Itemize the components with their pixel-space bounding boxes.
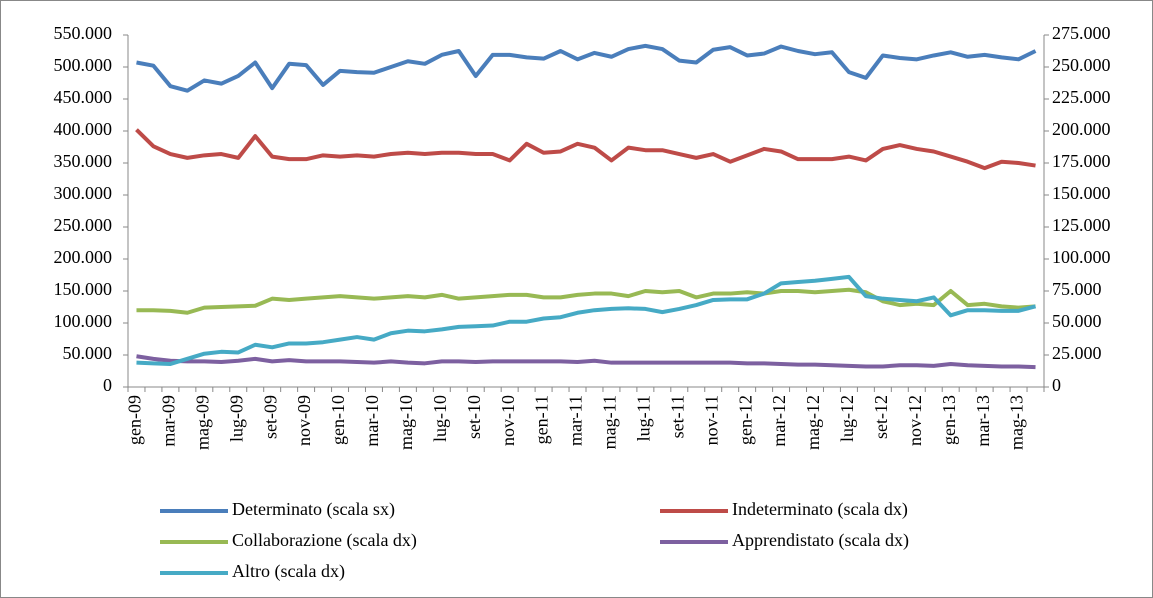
y2-tick-label: 250.000 bbox=[1052, 55, 1111, 75]
x-tick-label: mag-09 bbox=[192, 395, 212, 450]
y2-tick-label: 125.000 bbox=[1052, 215, 1111, 235]
y2-tick-label: 75.000 bbox=[1052, 279, 1102, 299]
y-tick-label: 100.000 bbox=[54, 311, 113, 331]
x-tick-label: lug-09 bbox=[226, 395, 246, 442]
x-tick-label: lug-10 bbox=[430, 395, 450, 442]
x-tick-label: mar-11 bbox=[566, 395, 586, 446]
y-tick-label: 50.000 bbox=[63, 343, 113, 363]
x-tick-label: set-12 bbox=[871, 395, 891, 439]
x-tick-label: gen-11 bbox=[532, 395, 552, 444]
x-tick-label: gen-13 bbox=[939, 395, 959, 445]
x-tick-label: nov-09 bbox=[294, 395, 314, 446]
x-tick-label: set-10 bbox=[464, 395, 484, 439]
legend-label: Determinato (scala sx) bbox=[232, 499, 395, 520]
x-tick-label: nov-11 bbox=[701, 395, 721, 445]
y2-tick-label: 175.000 bbox=[1052, 151, 1111, 171]
y-tick-label: 200.000 bbox=[54, 247, 113, 267]
y-tick-label: 0 bbox=[103, 375, 112, 395]
x-tick-label: mag-10 bbox=[396, 395, 416, 450]
series-line bbox=[136, 354, 1036, 370]
x-tick-label: gen-09 bbox=[125, 395, 145, 445]
y2-tick-label: 200.000 bbox=[1052, 119, 1111, 139]
series-line bbox=[136, 287, 1036, 315]
x-tick-label: mar-13 bbox=[973, 395, 993, 447]
x-tick-label: nov-10 bbox=[498, 395, 518, 446]
x-tick-label: lug-12 bbox=[837, 395, 857, 442]
y-tick-label: 450.000 bbox=[54, 87, 113, 107]
x-tick-label: gen-12 bbox=[735, 395, 755, 445]
x-tick-label: mar-09 bbox=[159, 395, 179, 447]
x-tick-label: gen-10 bbox=[328, 395, 348, 445]
y2-tick-label: 150.000 bbox=[1052, 183, 1111, 203]
y-tick-label: 400.000 bbox=[54, 119, 113, 139]
y2-tick-label: 225.000 bbox=[1052, 87, 1111, 107]
series-line bbox=[135, 128, 1036, 171]
x-tick-label: mar-10 bbox=[362, 395, 382, 447]
y2-tick-label: 100.000 bbox=[1052, 247, 1111, 267]
y2-tick-label: 25.000 bbox=[1052, 343, 1102, 363]
y-tick-label: 550.000 bbox=[54, 23, 113, 43]
x-tick-label: mag-11 bbox=[600, 395, 620, 449]
x-tick-label: mag-12 bbox=[803, 395, 823, 450]
x-tick-label: mar-12 bbox=[769, 395, 789, 447]
y2-tick-label: 50.000 bbox=[1052, 311, 1102, 331]
x-tick-label: set-09 bbox=[260, 395, 280, 439]
y2-tick-label: 0 bbox=[1052, 375, 1061, 395]
y-tick-label: 150.000 bbox=[54, 279, 113, 299]
y-tick-label: 350.000 bbox=[54, 151, 113, 171]
legend-label: Apprendistato (scala dx) bbox=[732, 530, 909, 551]
legend-label: Altro (scala dx) bbox=[232, 561, 345, 582]
y-tick-label: 250.000 bbox=[54, 215, 113, 235]
series-line bbox=[136, 43, 1037, 93]
x-tick-label: nov-12 bbox=[905, 395, 925, 446]
y2-tick-label: 275.000 bbox=[1052, 23, 1111, 43]
x-tick-label: set-11 bbox=[667, 395, 687, 438]
y-tick-label: 300.000 bbox=[54, 183, 113, 203]
legend-label: Collaborazione (scala dx) bbox=[232, 530, 417, 551]
x-tick-label: mag-13 bbox=[1007, 395, 1027, 450]
x-tick-label: lug-11 bbox=[633, 395, 653, 441]
legend-label: Indeterminato (scala dx) bbox=[732, 499, 908, 520]
series-line bbox=[136, 274, 1037, 366]
y-tick-label: 500.000 bbox=[54, 55, 113, 75]
